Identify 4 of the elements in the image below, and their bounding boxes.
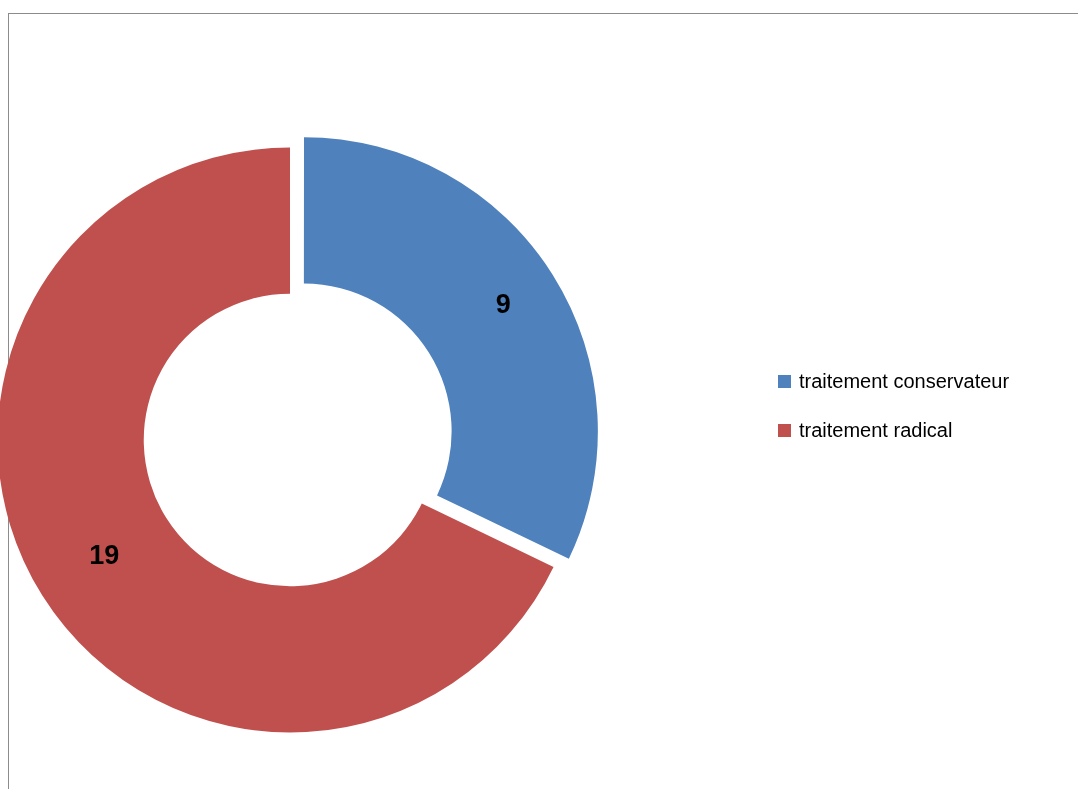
data-label: 9 (495, 289, 511, 320)
legend-label: traitement radical (799, 418, 953, 442)
legend-label: traitement conservateur (799, 369, 1010, 393)
data-label: 19 (89, 540, 120, 571)
